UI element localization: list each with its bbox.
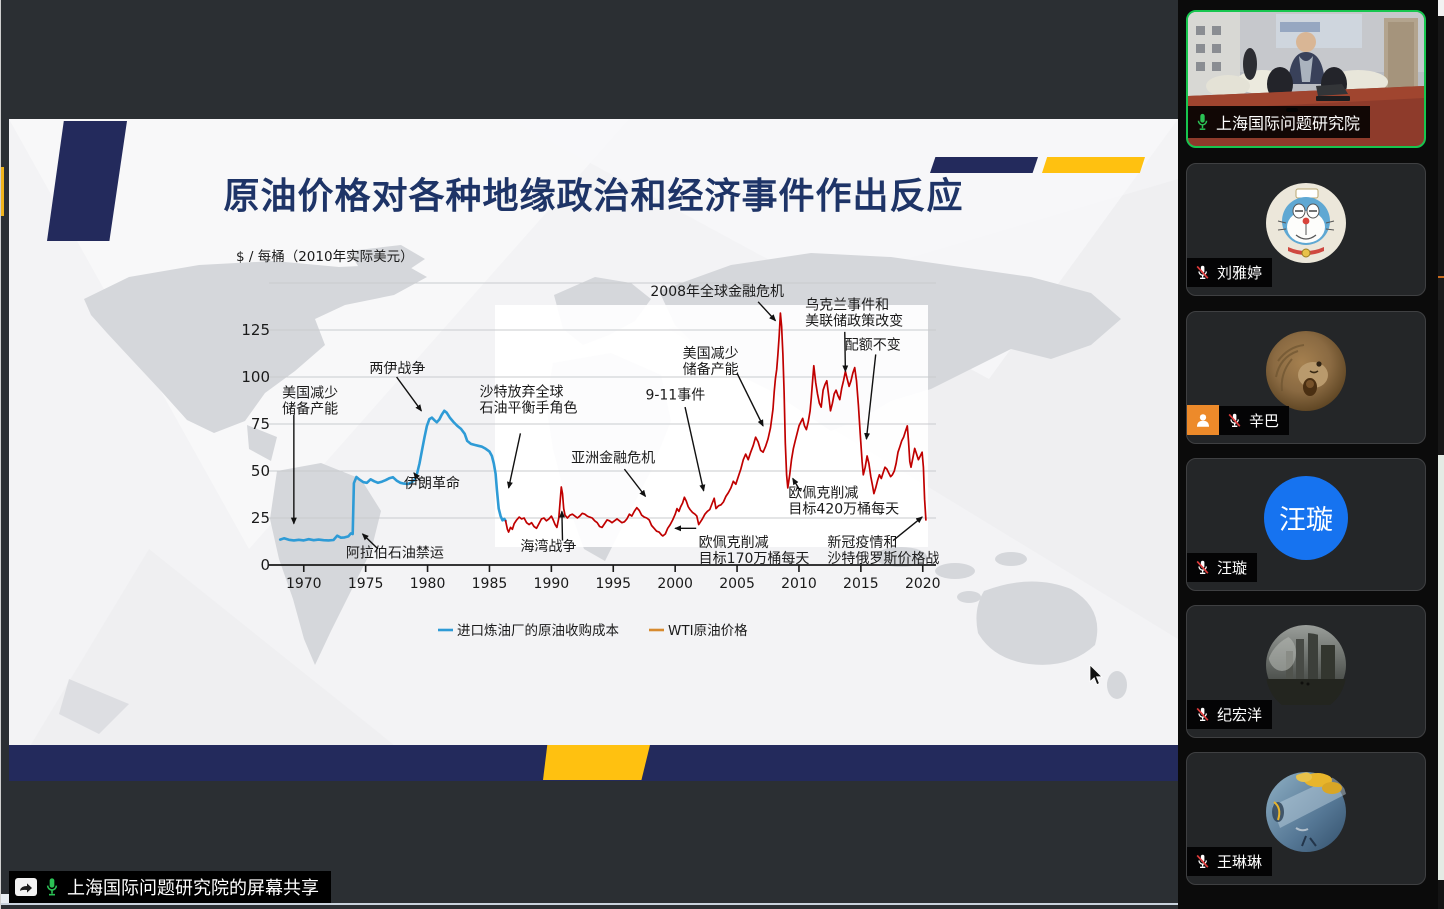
participant-tile[interactable]: 纪宏洋 [1186, 605, 1426, 738]
mic-muted-icon [1196, 560, 1209, 574]
share-banner-label: 上海国际问题研究院的屏幕共享 [67, 878, 319, 899]
svg-text:海湾战争: 海湾战争 [520, 538, 576, 555]
participant-name: 王琳琳 [1217, 853, 1263, 871]
speaker-name-tag: 上海国际问题研究院 [1188, 106, 1371, 138]
background-window-edge [1438, 276, 1444, 300]
bottom-edge-line [1, 903, 1179, 905]
svg-text:欧佩克削减目标420万桶每天: 欧佩克削减目标420万桶每天 [788, 485, 899, 517]
svg-text:1970: 1970 [286, 576, 322, 592]
svg-text:2015: 2015 [843, 576, 879, 592]
svg-text:9-11事件: 9-11事件 [645, 388, 705, 404]
background-window-edge [1438, 300, 1444, 455]
svg-text:0: 0 [260, 556, 270, 574]
decor-bottom-gold-parallelogram [543, 745, 650, 780]
svg-text:50: 50 [251, 462, 270, 480]
participant-tile[interactable]: 王琳琳 [1186, 752, 1426, 885]
participant-tile[interactable]: 刘雅婷 [1186, 163, 1426, 296]
avatar [1187, 606, 1425, 737]
participant-name: 汪璇 [1217, 559, 1248, 577]
mic-active-icon [1197, 113, 1208, 130]
svg-text:1995: 1995 [595, 576, 631, 592]
background-window-edge [1438, 880, 1444, 909]
participant-name-tag: 刘雅婷 [1187, 258, 1273, 287]
participant-name-tag: 辛巴 [1219, 406, 1290, 435]
svg-text:2010: 2010 [781, 576, 817, 592]
decor-topright-navy-bar [930, 157, 1038, 173]
mic-active-icon [46, 878, 58, 896]
svg-text:1985: 1985 [472, 576, 508, 592]
svg-text:两伊战争: 两伊战争 [369, 361, 425, 377]
mic-muted-icon [1196, 854, 1209, 868]
avatar-initials: 汪璇 [1279, 505, 1333, 536]
avatar [1187, 164, 1425, 295]
participant-name-tag: 汪璇 [1187, 553, 1258, 582]
svg-text:1980: 1980 [410, 576, 446, 592]
participant-name-tag: 王琳琳 [1187, 847, 1273, 876]
person-badge-icon [1187, 405, 1219, 435]
svg-text:阿拉伯石油禁运: 阿拉伯石油禁运 [346, 545, 444, 561]
presentation-slide: 原油价格对各种地缘政治和经济事件作出反应 $ / 每桶（2010年实际美元） 0 2… [9, 119, 1178, 781]
background-window-edge [1438, 455, 1444, 880]
avatar: 汪璇 [1187, 459, 1425, 590]
svg-text:2020: 2020 [905, 576, 941, 592]
svg-text:配额不变: 配额不变 [845, 338, 901, 354]
svg-text:2000: 2000 [657, 576, 693, 592]
participant-tile-speaker[interactable]: 上海国际问题研究院 [1186, 10, 1426, 148]
svg-text:美国减少储备产能: 美国减少储备产能 [282, 386, 338, 418]
svg-text:1990: 1990 [534, 576, 570, 592]
participant-name: 刘雅婷 [1217, 264, 1263, 282]
svg-text:伊朗革命: 伊朗革命 [404, 475, 460, 492]
background-window-edge [1438, 16, 1444, 276]
screen-share-icon [15, 878, 37, 896]
svg-text:WTI原油价格: WTI原油价格 [668, 623, 748, 639]
decor-topright-gold-bar [1042, 157, 1145, 173]
oil-price-chart: $ / 每桶（2010年实际美元） 0 25 50 75 100 125 1970 1975 19… [236, 249, 941, 639]
avatar [1187, 312, 1425, 443]
svg-text:1975: 1975 [348, 576, 384, 592]
share-banner: 上海国际问题研究院的屏幕共享 [9, 871, 331, 903]
svg-text:$ / 每桶（2010年实际美元）: $ / 每桶（2010年实际美元） [236, 249, 414, 265]
svg-text:欧佩克削减目标170万桶每天: 欧佩克削减目标170万桶每天 [699, 535, 810, 567]
avatar [1187, 753, 1425, 884]
svg-text:100: 100 [241, 368, 270, 386]
participant-name: 纪宏洋 [1217, 706, 1263, 724]
svg-text:进口炼油厂的原油收购成本: 进口炼油厂的原油收购成本 [457, 623, 619, 639]
svg-text:新冠疫情和沙特俄罗斯价格战: 新冠疫情和沙特俄罗斯价格战 [827, 535, 939, 567]
svg-text:美国减少储备产能: 美国减少储备产能 [683, 346, 739, 378]
svg-text:125: 125 [241, 321, 270, 339]
svg-text:25: 25 [251, 509, 270, 527]
participants-panel: 上海国际问题研究院 [1178, 0, 1444, 909]
svg-text:2005: 2005 [719, 576, 755, 592]
mic-muted-icon [1196, 265, 1209, 279]
participant-tile[interactable]: 汪璇 汪璇 [1186, 458, 1426, 591]
participant-name-tag: 纪宏洋 [1187, 700, 1273, 729]
svg-text:亚洲金融危机: 亚洲金融危机 [571, 451, 655, 467]
svg-text:乌克兰事件和美联储政策改变: 乌克兰事件和美联储政策改变 [805, 297, 903, 329]
bottom-edge-notch [1, 894, 9, 904]
svg-text:沙特放弃全球石油平衡手角色: 沙特放弃全球石油平衡手角色 [480, 384, 578, 417]
participant-name: 上海国际问题研究院 [1216, 114, 1361, 133]
mic-muted-icon [1196, 707, 1209, 721]
window-edge-gold-sliver [1, 167, 4, 216]
screen-share-view: 原油价格对各种地缘政治和经济事件作出反应 $ / 每桶（2010年实际美元） 0 2… [0, 0, 1179, 909]
svg-text:75: 75 [251, 415, 270, 433]
participant-tile[interactable]: 辛巴 [1186, 311, 1426, 444]
mic-muted-icon [1228, 413, 1241, 427]
svg-text:2008年全球金融危机: 2008年全球金融危机 [650, 283, 784, 300]
participant-name: 辛巴 [1249, 412, 1280, 430]
slide-title: 原油价格对各种地缘政治和经济事件作出反应 [223, 176, 964, 217]
background-window-edge [1438, 0, 1444, 16]
mouse-cursor [1089, 664, 1103, 686]
